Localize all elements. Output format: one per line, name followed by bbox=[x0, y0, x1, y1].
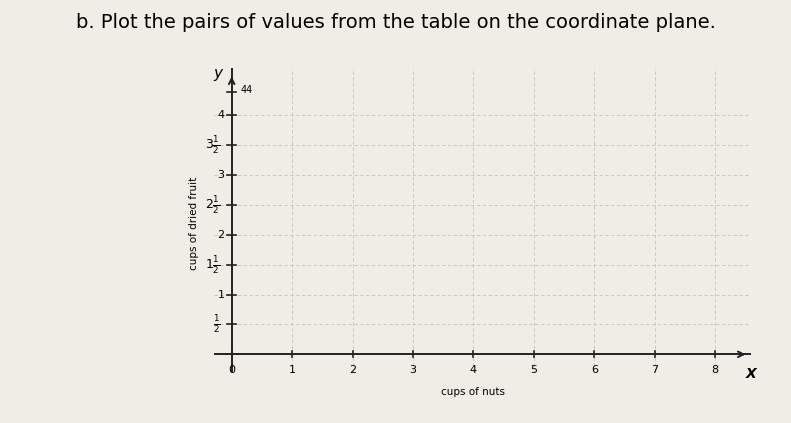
Text: 7: 7 bbox=[651, 365, 658, 375]
Text: cups of dried fruit: cups of dried fruit bbox=[189, 176, 199, 269]
Text: 3: 3 bbox=[410, 365, 417, 375]
Text: 1: 1 bbox=[218, 290, 225, 299]
Text: 6: 6 bbox=[591, 365, 598, 375]
Text: $1\frac{1}{2}$: $1\frac{1}{2}$ bbox=[206, 254, 221, 276]
Text: 2: 2 bbox=[349, 365, 356, 375]
Text: 2: 2 bbox=[218, 230, 225, 240]
Text: cups of nuts: cups of nuts bbox=[441, 387, 505, 397]
Text: $3\frac{1}{2}$: $3\frac{1}{2}$ bbox=[206, 135, 221, 156]
Text: $2\frac{1}{2}$: $2\frac{1}{2}$ bbox=[206, 194, 221, 216]
Text: 5: 5 bbox=[531, 365, 537, 375]
Text: 4: 4 bbox=[470, 365, 477, 375]
Text: $\frac{1}{2}$: $\frac{1}{2}$ bbox=[214, 313, 221, 335]
Text: 1: 1 bbox=[289, 365, 296, 375]
Text: b. Plot the pairs of values from the table on the coordinate plane.: b. Plot the pairs of values from the tab… bbox=[76, 13, 715, 32]
Text: 0: 0 bbox=[228, 365, 235, 375]
Text: 3: 3 bbox=[218, 170, 225, 180]
Text: 4: 4 bbox=[218, 110, 225, 121]
Text: X: X bbox=[746, 368, 757, 382]
Text: 8: 8 bbox=[712, 365, 719, 375]
Text: 44: 44 bbox=[240, 85, 253, 95]
Text: $y$: $y$ bbox=[213, 66, 224, 82]
